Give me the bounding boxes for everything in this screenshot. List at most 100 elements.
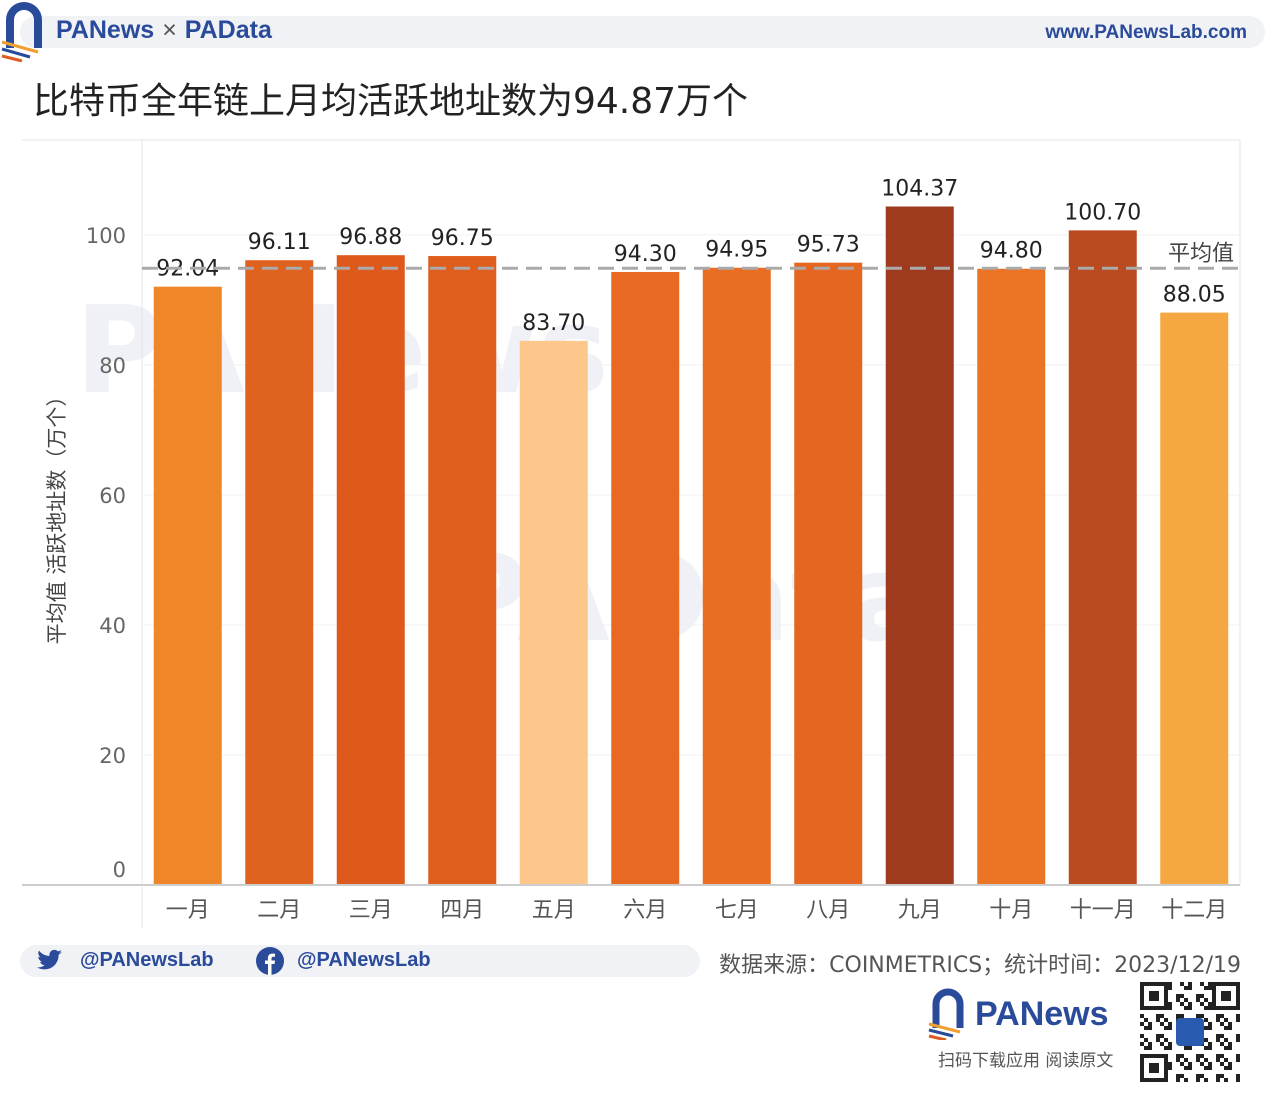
brand-sep: × <box>162 16 177 44</box>
qr-module <box>1200 1074 1204 1078</box>
qr-module <box>1216 1014 1220 1018</box>
qr-module <box>1188 982 1192 986</box>
qr-module <box>1184 986 1188 990</box>
scan-text: 扫码下载应用 阅读原文 <box>938 1051 1114 1071</box>
qr-module <box>1180 1002 1184 1006</box>
qr-module <box>1204 998 1208 1002</box>
data-label: 94.30 <box>614 242 677 267</box>
qr-module <box>1228 1066 1232 1070</box>
qr-module <box>1188 1006 1192 1010</box>
qr-module <box>1180 982 1184 986</box>
qr-module <box>1164 1046 1168 1050</box>
qr-module <box>1196 1014 1200 1018</box>
x-tick-label: 一月 <box>166 898 210 923</box>
qr-module <box>1216 1054 1220 1058</box>
data-label: 83.70 <box>522 311 585 336</box>
qr-module <box>1224 1046 1228 1050</box>
data-label: 94.80 <box>980 239 1043 264</box>
qr-module <box>1184 1066 1188 1070</box>
data-label: 94.95 <box>705 238 768 263</box>
qr-module <box>1196 994 1200 998</box>
qr-module <box>1236 1038 1240 1042</box>
qr-module <box>1208 1042 1212 1046</box>
data-label: 88.05 <box>1163 283 1226 308</box>
qr-module <box>1168 1006 1172 1010</box>
qr-module <box>1208 982 1212 986</box>
y-tick-label: 20 <box>99 744 126 768</box>
qr-module <box>1204 1026 1208 1030</box>
qr-module <box>1148 1026 1152 1030</box>
qr-module <box>1176 1078 1180 1082</box>
bar-十月 <box>977 268 1046 885</box>
footer-logo: PANews <box>975 995 1109 1033</box>
average-line-label: 平均值 <box>1168 241 1234 266</box>
qr-module <box>1208 1062 1212 1066</box>
qr-module <box>1204 1018 1208 1022</box>
twitter-handle[interactable]: @PANewsLab <box>80 949 214 971</box>
bar-七月 <box>702 267 771 885</box>
qr-module <box>1204 1006 1208 1010</box>
qr-module <box>1208 1026 1212 1030</box>
qr-module <box>1224 1058 1228 1062</box>
y-axis-label: 平均值 活跃地址数（万个） <box>45 386 69 645</box>
qr-module <box>1196 1058 1200 1062</box>
facebook-handle[interactable]: @PANewsLab <box>297 949 431 971</box>
qr-module <box>1148 1046 1152 1050</box>
qr-module <box>1156 1034 1160 1038</box>
qr-module <box>1200 1062 1204 1066</box>
qr-module <box>1168 1062 1172 1066</box>
qr-logo <box>1176 1018 1204 1046</box>
x-tick-label: 十一月 <box>1070 898 1136 923</box>
x-tick-label: 五月 <box>532 898 576 923</box>
qr-module <box>1228 1042 1232 1046</box>
qr-module <box>1196 998 1200 1002</box>
bar-五月 <box>519 340 588 885</box>
data-label: 100.70 <box>1064 200 1141 225</box>
x-tick-label: 九月 <box>898 898 942 923</box>
qr-module <box>1236 1014 1240 1018</box>
brand: PANews × PAData <box>56 16 272 45</box>
x-tick-label: 七月 <box>715 898 759 923</box>
footer-bar <box>20 945 700 977</box>
qr-module <box>1200 982 1204 986</box>
qr-module <box>1204 986 1208 990</box>
qr-module <box>1228 1062 1232 1066</box>
qr-module <box>1156 1014 1160 1018</box>
panews-logo-icon <box>928 988 964 1040</box>
qr-module <box>1140 1034 1144 1038</box>
qr-module <box>1184 1078 1188 1082</box>
qr-module <box>1188 1062 1192 1066</box>
qr-module <box>1180 1074 1184 1078</box>
qr-module <box>1204 1038 1208 1042</box>
qr-module <box>1200 1002 1204 1006</box>
qr-module <box>1164 1026 1168 1030</box>
data-label: 96.75 <box>431 226 494 251</box>
qr-module <box>1168 1026 1172 1030</box>
twitter-icon <box>37 949 62 970</box>
qr-module <box>1144 1046 1148 1050</box>
qr-module <box>1208 1006 1212 1010</box>
qr-module <box>1184 1058 1188 1062</box>
qr-module <box>1224 1018 1228 1022</box>
qr-module <box>1228 1022 1232 1026</box>
qr-module <box>1200 1054 1204 1058</box>
qr-code-icon[interactable] <box>1140 982 1240 1082</box>
qr-module <box>1220 1062 1224 1066</box>
qr-module <box>1224 1026 1228 1030</box>
bar-十一月 <box>1068 230 1137 885</box>
qr-module <box>1140 1022 1144 1026</box>
header-bar <box>20 16 1265 48</box>
website-url[interactable]: www.PANewsLab.com <box>1045 22 1247 43</box>
qr-finder-center <box>1149 991 1159 1001</box>
qr-module <box>1180 994 1184 998</box>
y-tick-label: 60 <box>99 484 126 508</box>
qr-module <box>1180 1062 1184 1066</box>
qr-module <box>1160 1042 1164 1046</box>
qr-module <box>1168 982 1172 986</box>
qr-module <box>1140 1042 1144 1046</box>
data-label: 104.37 <box>881 177 958 202</box>
qr-module <box>1216 1018 1220 1022</box>
qr-module <box>1168 1046 1172 1050</box>
qr-module <box>1236 1034 1240 1038</box>
